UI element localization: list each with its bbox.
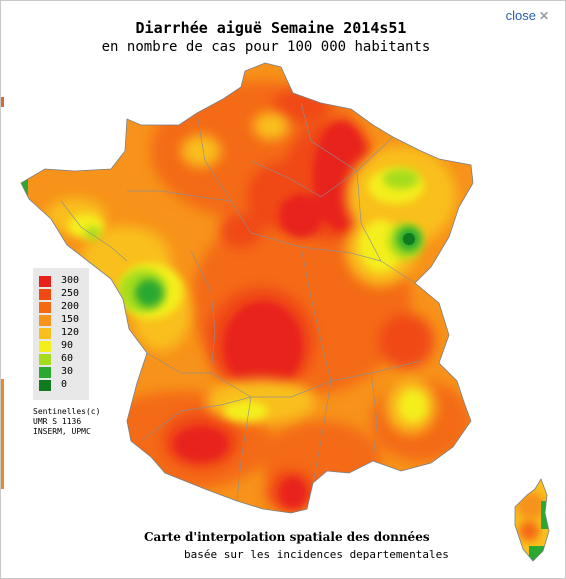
legend: 300 250 200 150 120 90 60 30 [33, 268, 89, 400]
map-subtitle: en nombre de cas pour 100 000 habitants [101, 39, 431, 55]
legend-swatch [39, 367, 51, 378]
legend-label: 90 [61, 340, 74, 351]
credit-line: INSERM, UPMC [33, 427, 91, 436]
legend-label: 0 [61, 379, 68, 390]
footer-subtitle: basée sur les incidences departementales [184, 548, 449, 561]
legend-label: 120 [61, 327, 80, 338]
legend-swatch [39, 302, 51, 313]
legend-swatch [39, 380, 51, 391]
legend-label: 30 [61, 366, 74, 377]
close-label: close [505, 8, 536, 23]
legend-label: 60 [61, 353, 74, 364]
background-strip [1, 379, 4, 489]
legend-label: 200 [61, 301, 80, 312]
close-icon: ✕ [538, 8, 549, 23]
corsica [515, 479, 549, 561]
legend-swatch [39, 341, 51, 352]
legend-swatch [39, 289, 51, 300]
legend-label: 250 [61, 288, 80, 299]
france-outline [20, 62, 474, 514]
legend-swatch [39, 354, 51, 365]
close-button[interactable]: close ✕ [506, 8, 549, 23]
region-borders [60, 102, 422, 502]
background-tick [1, 97, 4, 107]
map-title: Diarrhée aiguë Semaine 2014s51 [135, 19, 407, 37]
credit-line: UMR S 1136 [33, 417, 82, 426]
legend-swatch [39, 315, 51, 326]
credit-line: Sentinelles(c) [33, 407, 101, 416]
credits: Sentinelles(c) UMR S 1136 INSERM, UPMC [33, 407, 100, 437]
corsica-outline [514, 478, 550, 562]
legend-label: 300 [61, 275, 80, 286]
legend-swatch [39, 276, 51, 287]
footer-title: Carte d'interpolation spatiale des donné… [144, 530, 430, 544]
legend-swatch [39, 328, 51, 339]
legend-label: 150 [61, 314, 80, 325]
